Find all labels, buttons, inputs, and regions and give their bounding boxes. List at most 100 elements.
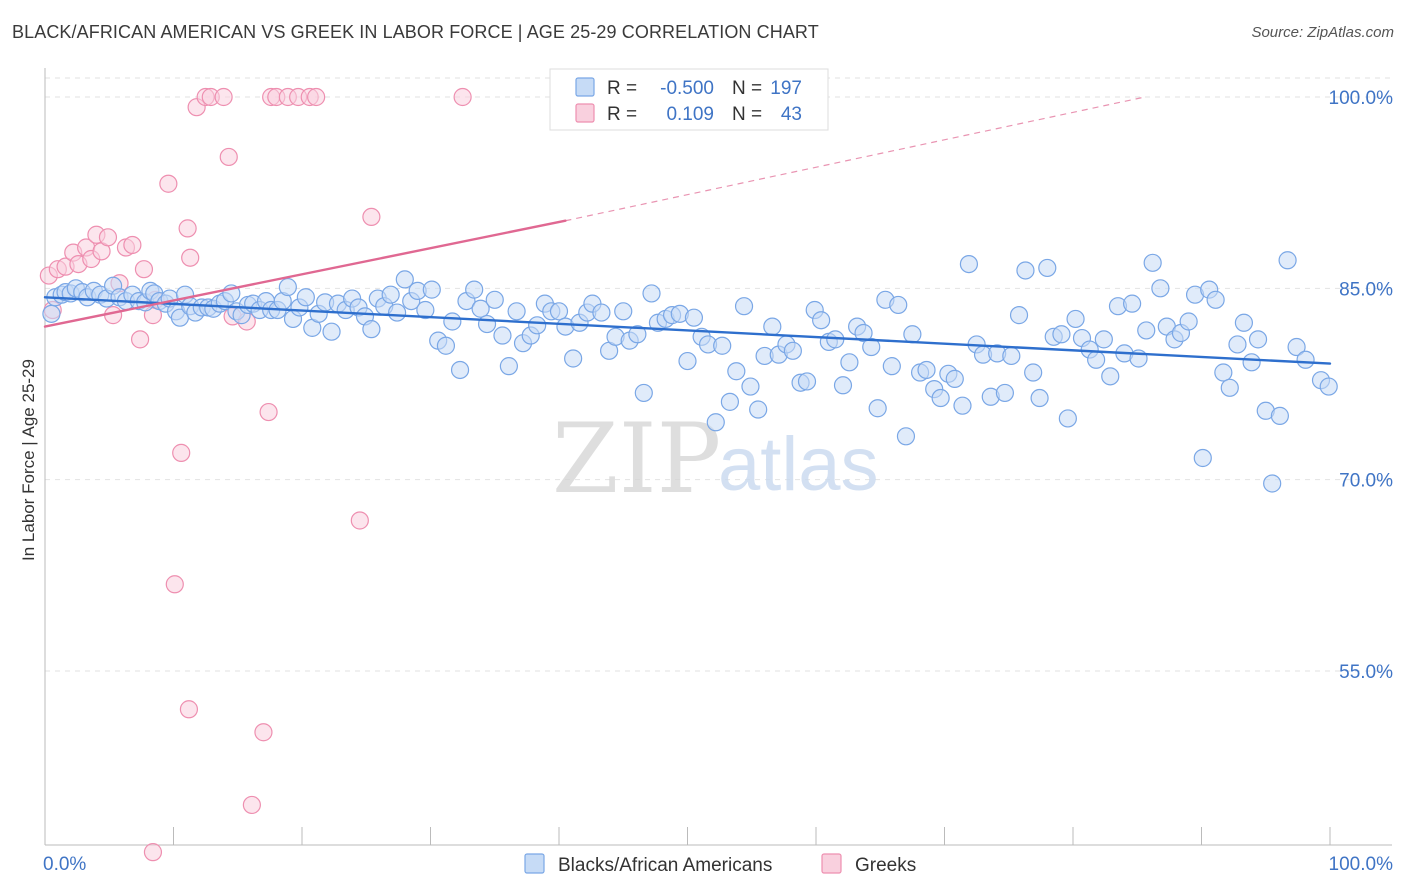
blacks-point xyxy=(642,284,661,303)
blacks-point xyxy=(278,277,297,297)
blacks-point xyxy=(422,280,441,299)
legend-r-label: R = xyxy=(607,104,637,125)
greeks-points xyxy=(39,87,472,862)
y-axis-label: In Labor Force | Age 25-29 xyxy=(19,359,38,561)
blacks-point xyxy=(507,302,526,321)
greeks-point xyxy=(350,511,369,530)
blacks-point xyxy=(450,360,470,380)
blacks-point xyxy=(362,320,381,339)
watermark-atlas: atlas xyxy=(718,422,879,507)
blacks-point xyxy=(1248,330,1268,349)
blacks-point xyxy=(1278,251,1297,270)
x-tick-label-min: 0.0% xyxy=(43,854,86,875)
legend-swatch-blue xyxy=(575,77,595,97)
blacks-point xyxy=(862,337,881,357)
y-tick-label: 85.0% xyxy=(1339,279,1393,300)
blacks-point xyxy=(797,372,817,391)
legend-swatch-pink xyxy=(575,103,595,123)
blacks-point xyxy=(465,280,484,299)
greeks-point xyxy=(214,87,233,107)
blacks-point xyxy=(1101,367,1120,386)
blacks-point xyxy=(995,383,1014,403)
legend-n-value: 43 xyxy=(781,104,802,125)
blacks-point xyxy=(1066,309,1085,329)
blacks-point xyxy=(917,360,936,380)
axes xyxy=(44,68,1392,846)
trend-lines xyxy=(43,96,1332,365)
blacks-point xyxy=(592,303,611,322)
blacks-point xyxy=(1143,253,1162,272)
blacks-point xyxy=(493,326,512,345)
blacks-point xyxy=(931,388,950,408)
greeks-point xyxy=(143,843,163,862)
blacks-point xyxy=(614,302,633,321)
blacks-point xyxy=(634,383,653,403)
legend-box xyxy=(549,68,829,131)
blacks-point xyxy=(564,349,583,368)
blacks-point xyxy=(953,396,972,415)
blacks-point xyxy=(763,317,782,336)
blacks-point xyxy=(840,353,859,372)
greeks-point xyxy=(307,87,326,107)
greeks-point xyxy=(172,443,191,462)
tick-labels: 55.0% 70.0% 85.0% 100.0% 0.0% 100.0% xyxy=(43,88,1393,875)
blacks-point xyxy=(42,304,61,323)
blacks-point xyxy=(1137,321,1156,340)
greeks-point xyxy=(130,330,150,349)
blacks-point xyxy=(713,336,732,355)
blacks-point xyxy=(395,270,414,289)
blacks-point xyxy=(1287,337,1306,357)
blacks-point xyxy=(720,392,740,411)
blacks-point xyxy=(727,362,746,381)
blacks-point xyxy=(1002,346,1021,366)
blacks-point xyxy=(706,413,725,432)
blacks-point xyxy=(1151,279,1170,298)
blacks-point xyxy=(1094,330,1113,349)
blacks-point xyxy=(1016,261,1035,280)
greeks-point xyxy=(254,723,273,742)
y-tick-label: 70.0% xyxy=(1339,471,1393,492)
blacks-trend-line xyxy=(43,296,1332,365)
gridlines xyxy=(45,77,1392,672)
blacks-point xyxy=(1296,350,1315,369)
blacks-point xyxy=(854,323,873,343)
greeks-trend-line xyxy=(43,219,567,328)
greeks-point xyxy=(242,795,261,815)
greeks-point xyxy=(219,147,238,167)
blacks-point xyxy=(1009,306,1029,325)
bottom-legend-swatch xyxy=(524,853,545,874)
blacks-point xyxy=(1234,313,1254,332)
legend-r-value: 0.109 xyxy=(666,104,714,125)
blacks-point xyxy=(1319,377,1338,396)
blacks-point xyxy=(1024,363,1043,382)
greeks-point xyxy=(98,228,118,247)
blacks-point xyxy=(959,254,979,274)
blacks-point xyxy=(1052,325,1071,344)
blacks-point xyxy=(1123,294,1142,313)
blacks-point xyxy=(1242,353,1261,372)
greeks-point xyxy=(134,260,154,279)
blacks-point xyxy=(416,300,435,320)
legend-n-label: N = xyxy=(732,104,762,125)
stats-legend: R = -0.500 N = 197 R = 0.109 N = 43 xyxy=(549,68,829,131)
blacks-point xyxy=(499,357,518,376)
bottom-legend-label: Blacks/African Americans xyxy=(558,855,772,876)
blacks-point xyxy=(1179,312,1198,331)
blacks-point xyxy=(868,399,887,418)
blacks-point xyxy=(833,376,853,395)
blacks-point xyxy=(945,369,964,388)
legend-r-value: -0.500 xyxy=(660,78,714,99)
blacks-point xyxy=(678,351,697,371)
blacks-point xyxy=(1038,258,1057,278)
greeks-point xyxy=(259,402,278,422)
blacks-point xyxy=(1220,378,1239,397)
blacks-point xyxy=(896,427,916,446)
blacks-point xyxy=(812,311,831,330)
greeks-point xyxy=(123,235,142,255)
bottom-legend-label: Greeks xyxy=(855,855,916,876)
y-tick-label: 100.0% xyxy=(1329,88,1394,109)
greeks-point xyxy=(159,174,178,193)
blacks-point xyxy=(477,314,497,334)
blacks-point xyxy=(471,299,490,318)
blacks-point xyxy=(1193,448,1212,468)
